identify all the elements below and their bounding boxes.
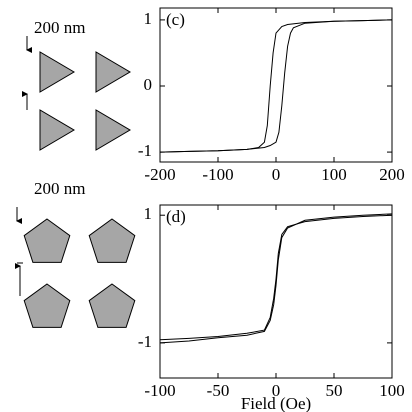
triangle bbox=[39, 109, 75, 151]
y-tick-label: 1 bbox=[144, 204, 153, 223]
scale-label: 200 nm bbox=[34, 18, 85, 37]
data-line bbox=[159, 19, 393, 153]
plot-frame bbox=[159, 204, 393, 379]
x-tick-label: 50 bbox=[326, 381, 343, 400]
pentagon bbox=[23, 283, 71, 328]
triangle bbox=[95, 109, 131, 151]
triangle bbox=[39, 51, 75, 93]
x-tick-label: -100 bbox=[144, 381, 175, 400]
y-tick-label: 0 bbox=[144, 75, 153, 94]
x-tick-label: -100 bbox=[202, 165, 233, 184]
panel-label: (d) bbox=[166, 207, 186, 226]
x-axis-label: Field (Oe) bbox=[241, 394, 311, 412]
triangle bbox=[95, 51, 131, 93]
data-line bbox=[159, 214, 393, 341]
pentagon-array: 200 nm bbox=[15, 179, 136, 328]
triangle-array: 200 nm bbox=[22, 18, 131, 151]
data-line bbox=[159, 213, 393, 344]
pentagon bbox=[88, 218, 136, 263]
y-tick-label: 1 bbox=[144, 9, 153, 28]
pentagon bbox=[88, 283, 136, 328]
panel-label: (c) bbox=[166, 10, 185, 29]
y-tick-label: -1 bbox=[138, 332, 152, 351]
y-tick-label: -1 bbox=[138, 141, 152, 160]
x-tick-label: 100 bbox=[321, 165, 347, 184]
x-tick-label: 100 bbox=[379, 381, 405, 400]
x-tick-label: 200 bbox=[379, 165, 405, 184]
x-tick-label: 0 bbox=[272, 381, 281, 400]
x-tick-label: -200 bbox=[144, 165, 175, 184]
data-line bbox=[159, 19, 393, 153]
plot-frame bbox=[159, 7, 393, 163]
scale-label: 200 nm bbox=[34, 179, 85, 198]
x-tick-label: -50 bbox=[207, 381, 230, 400]
pentagon bbox=[23, 218, 71, 263]
x-tick-label: 0 bbox=[272, 165, 281, 184]
